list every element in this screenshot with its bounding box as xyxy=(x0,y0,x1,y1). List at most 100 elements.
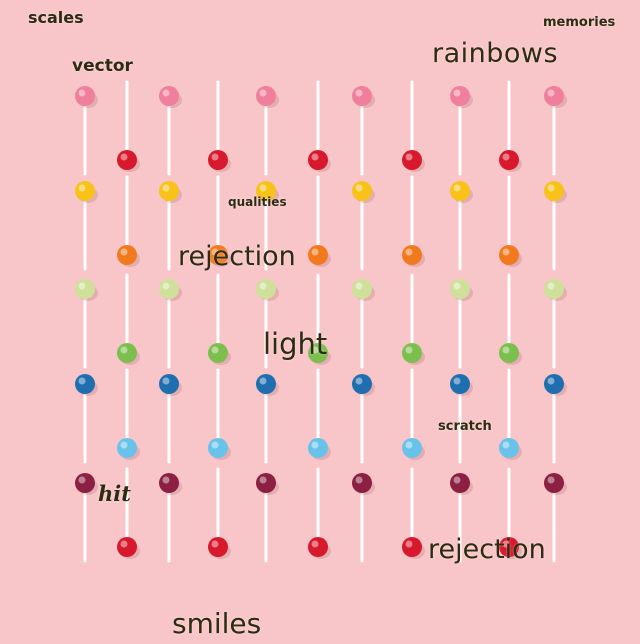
lollipop-candy xyxy=(352,279,372,299)
lollipop-candy xyxy=(544,279,564,299)
lollipop-shine xyxy=(311,441,319,449)
lollipop-candy xyxy=(308,537,328,557)
lollipop-candy xyxy=(117,150,137,170)
word-memories: memories xyxy=(543,15,616,30)
lollipop-shine xyxy=(502,441,510,449)
lollipop-shine xyxy=(502,153,510,161)
lollipop-shine xyxy=(120,153,128,161)
lollipop-shine xyxy=(162,476,170,484)
lollipop-shine xyxy=(211,540,219,548)
lollipop-candy xyxy=(117,245,137,265)
lollipop-shine xyxy=(453,184,461,192)
lollipop-candy xyxy=(117,537,137,557)
lollipop-candy xyxy=(544,181,564,201)
lollipop-candy xyxy=(75,279,95,299)
lollipop-shine xyxy=(502,540,510,548)
lollipop-candy xyxy=(352,181,372,201)
lollipop-candy xyxy=(117,343,137,363)
lollipop-candy xyxy=(208,150,228,170)
lollipop-shine xyxy=(405,441,413,449)
lollipop-candy xyxy=(499,343,519,363)
lollipop-candy xyxy=(75,374,95,394)
lollipop-shine xyxy=(453,89,461,97)
lollipop-shine xyxy=(311,153,319,161)
lollipop-candy xyxy=(402,245,422,265)
lollipop-shine xyxy=(120,346,128,354)
word-vector: vector xyxy=(72,56,133,76)
lollipop-candy xyxy=(256,279,276,299)
lollipop-candy xyxy=(402,438,422,458)
lollipop-shine xyxy=(211,346,219,354)
word-rejection-2: rejection xyxy=(428,534,546,565)
lollipop-shine xyxy=(78,89,86,97)
lollipop-candy xyxy=(450,86,470,106)
lollipop-candy xyxy=(308,150,328,170)
lollipop-candy xyxy=(450,473,470,493)
lollipop-candy xyxy=(402,150,422,170)
lollipop-candy xyxy=(450,374,470,394)
lollipop-shine xyxy=(405,346,413,354)
lollipop-candy xyxy=(75,181,95,201)
lollipop-candy xyxy=(159,279,179,299)
lollipop-shine xyxy=(311,540,319,548)
lollipop-candy xyxy=(499,438,519,458)
lollipop-shine xyxy=(78,377,86,385)
lollipop-shine xyxy=(259,476,267,484)
lollipop-candy xyxy=(256,473,276,493)
lollipop-shine xyxy=(78,282,86,290)
lollipop-candy xyxy=(208,537,228,557)
lollipop-shine xyxy=(547,89,555,97)
word-scales: scales xyxy=(28,8,84,27)
lollipop-shine xyxy=(453,282,461,290)
lollipop-shine xyxy=(120,441,128,449)
lollipop-shine xyxy=(547,184,555,192)
word-qualities: qualities xyxy=(228,195,287,209)
lollipop-shine xyxy=(78,184,86,192)
lollipop-shine xyxy=(78,476,86,484)
word-smiles: smiles xyxy=(172,607,262,640)
lollipop-candy xyxy=(352,86,372,106)
lollipop-candy xyxy=(402,537,422,557)
lollipop-shine xyxy=(502,346,510,354)
lollipop-shine xyxy=(502,248,510,256)
lollipop-shine xyxy=(355,184,363,192)
lollipop-candy xyxy=(544,86,564,106)
lollipop-candy xyxy=(308,438,328,458)
lollipop-shine xyxy=(355,377,363,385)
lollipop-shine xyxy=(311,248,319,256)
lollipop-shine xyxy=(405,540,413,548)
lollipop-shine xyxy=(547,282,555,290)
lollipop-shine xyxy=(120,540,128,548)
lollipop-shine xyxy=(120,248,128,256)
lollipop-shine xyxy=(162,377,170,385)
lollipop-shine xyxy=(355,89,363,97)
lollipop-candy xyxy=(450,181,470,201)
word-light: light xyxy=(263,327,328,361)
lollipop-shine xyxy=(162,282,170,290)
lollipop-shine xyxy=(211,248,219,256)
lollipop-candy xyxy=(159,181,179,201)
lollipop-candy xyxy=(352,473,372,493)
lollipop-shine xyxy=(355,476,363,484)
lollipop-shine xyxy=(453,377,461,385)
lollipop-candy xyxy=(450,279,470,299)
lollipop-candy xyxy=(75,473,95,493)
lollipop-candy xyxy=(402,343,422,363)
lollipop-shine xyxy=(405,153,413,161)
lollipop-candy xyxy=(499,245,519,265)
lollipop-shine xyxy=(453,476,461,484)
lollipop-candy xyxy=(256,374,276,394)
lollipop-shine xyxy=(211,441,219,449)
lollipop-candy xyxy=(159,473,179,493)
word-rainbows: rainbows xyxy=(432,38,559,69)
lollipop-candy xyxy=(117,438,137,458)
lollipop-candy xyxy=(308,245,328,265)
lollipop-candy xyxy=(499,150,519,170)
lollipop-shine xyxy=(547,377,555,385)
lollipop-candy xyxy=(256,86,276,106)
lollipop-shine xyxy=(211,153,219,161)
lollipop-shine xyxy=(259,89,267,97)
lollipop-shine xyxy=(547,476,555,484)
